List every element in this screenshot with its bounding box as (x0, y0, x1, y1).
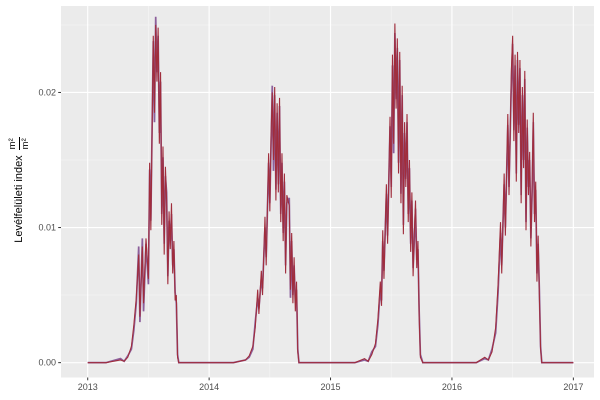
y-axis-title: Levélfelületi index m² m² (5, 105, 33, 275)
y-axis-tick-labels: 0.00 0.01 0.02 (38, 87, 56, 367)
y-tick-label: 0.01 (38, 223, 56, 233)
x-tick-label: 2013 (78, 382, 98, 392)
x-tick-label: 2016 (442, 382, 462, 392)
data-series (87, 16, 574, 364)
y-axis-unit-fraction: m² m² (7, 137, 31, 151)
x-tick-label: 2015 (321, 382, 341, 392)
unit-denominator: m² (19, 138, 31, 150)
x-tick-label: 2017 (563, 382, 583, 392)
x-tick-label: 2014 (199, 382, 219, 392)
y-axis-title-text: Levélfelületi index (13, 155, 25, 243)
y-tick-label: 0.02 (38, 87, 56, 97)
axis-tick-marks (58, 91, 574, 381)
y-tick-label: 0.00 (38, 358, 56, 368)
plot-panel (61, 6, 594, 378)
x-axis-tick-labels: 2013 2014 2015 2016 2017 (78, 382, 584, 392)
series-line-lai-red (87, 23, 574, 364)
unit-numerator: m² (7, 137, 20, 151)
